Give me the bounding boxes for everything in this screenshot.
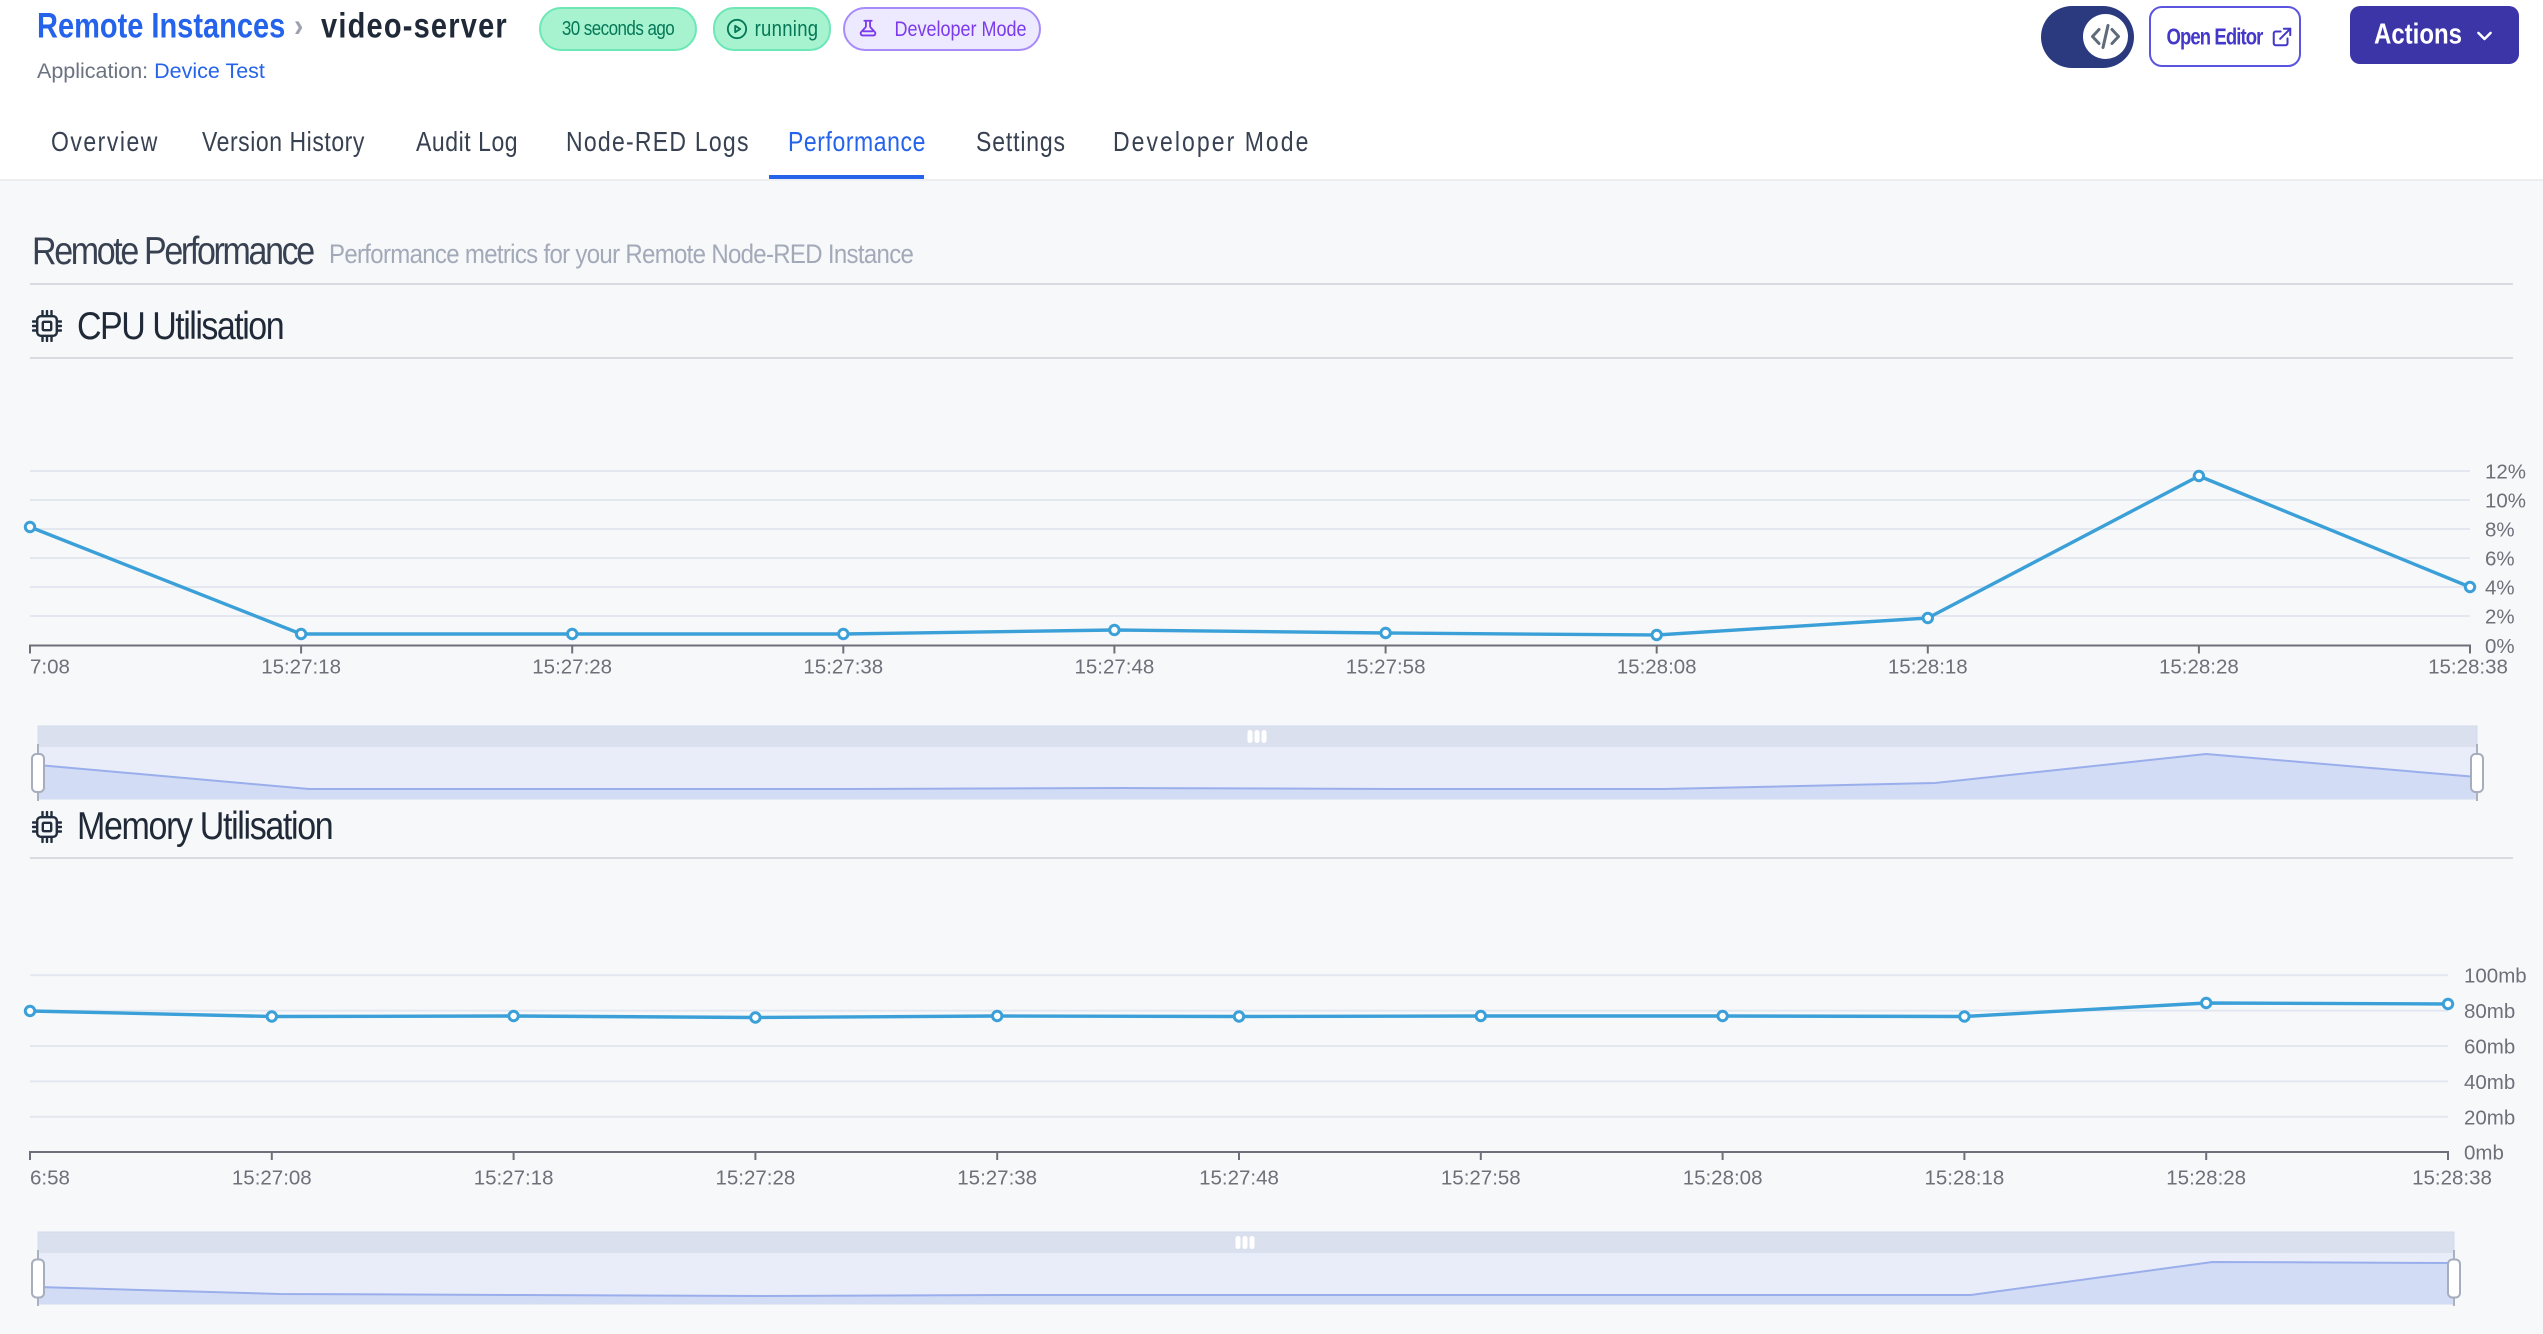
svg-text:15:27:28: 15:27:28 xyxy=(532,656,612,679)
svg-text:15:27:18: 15:27:18 xyxy=(474,1167,554,1190)
svg-text:4%: 4% xyxy=(2485,577,2515,600)
svg-text:12%: 12% xyxy=(2485,461,2526,484)
svg-text:15:27:38: 15:27:38 xyxy=(957,1167,1037,1190)
svg-text:15:28:38: 15:28:38 xyxy=(2428,656,2508,679)
svg-text:15:27:58: 15:27:58 xyxy=(1441,1167,1521,1190)
svg-text:8%: 8% xyxy=(2485,519,2515,542)
svg-text:80mb: 80mb xyxy=(2464,1000,2515,1023)
svg-text:0%: 0% xyxy=(2485,635,2515,658)
svg-text:60mb: 60mb xyxy=(2464,1036,2515,1059)
svg-text:15:28:18: 15:28:18 xyxy=(1888,656,1968,679)
svg-text:15:28:28: 15:28:28 xyxy=(2159,656,2239,679)
svg-text:15:28:38: 15:28:38 xyxy=(2412,1167,2492,1190)
svg-text:100mb: 100mb xyxy=(2464,965,2527,988)
svg-text:15:28:08: 15:28:08 xyxy=(1617,656,1697,679)
svg-text:6%: 6% xyxy=(2485,548,2515,571)
svg-text:15:27:48: 15:27:48 xyxy=(1074,656,1154,679)
svg-text:10%: 10% xyxy=(2485,490,2526,513)
svg-text:15:28:08: 15:28:08 xyxy=(1683,1167,1763,1190)
svg-text:2%: 2% xyxy=(2485,606,2515,629)
svg-text:15:27:48: 15:27:48 xyxy=(1199,1167,1279,1190)
svg-text:15:27:18: 15:27:18 xyxy=(261,656,341,679)
svg-text:40mb: 40mb xyxy=(2464,1071,2515,1094)
svg-text:15:27:58: 15:27:58 xyxy=(1346,656,1426,679)
svg-text:6:58: 6:58 xyxy=(30,1167,70,1190)
svg-text:15:27:08: 15:27:08 xyxy=(232,1167,312,1190)
svg-text:15:27:28: 15:27:28 xyxy=(715,1167,795,1190)
svg-text:0mb: 0mb xyxy=(2464,1142,2504,1165)
svg-text:15:28:28: 15:28:28 xyxy=(2166,1167,2246,1190)
svg-text:15:27:38: 15:27:38 xyxy=(803,656,883,679)
svg-text:20mb: 20mb xyxy=(2464,1106,2515,1129)
svg-text:7:08: 7:08 xyxy=(30,656,70,679)
svg-text:15:28:18: 15:28:18 xyxy=(1924,1167,2004,1190)
